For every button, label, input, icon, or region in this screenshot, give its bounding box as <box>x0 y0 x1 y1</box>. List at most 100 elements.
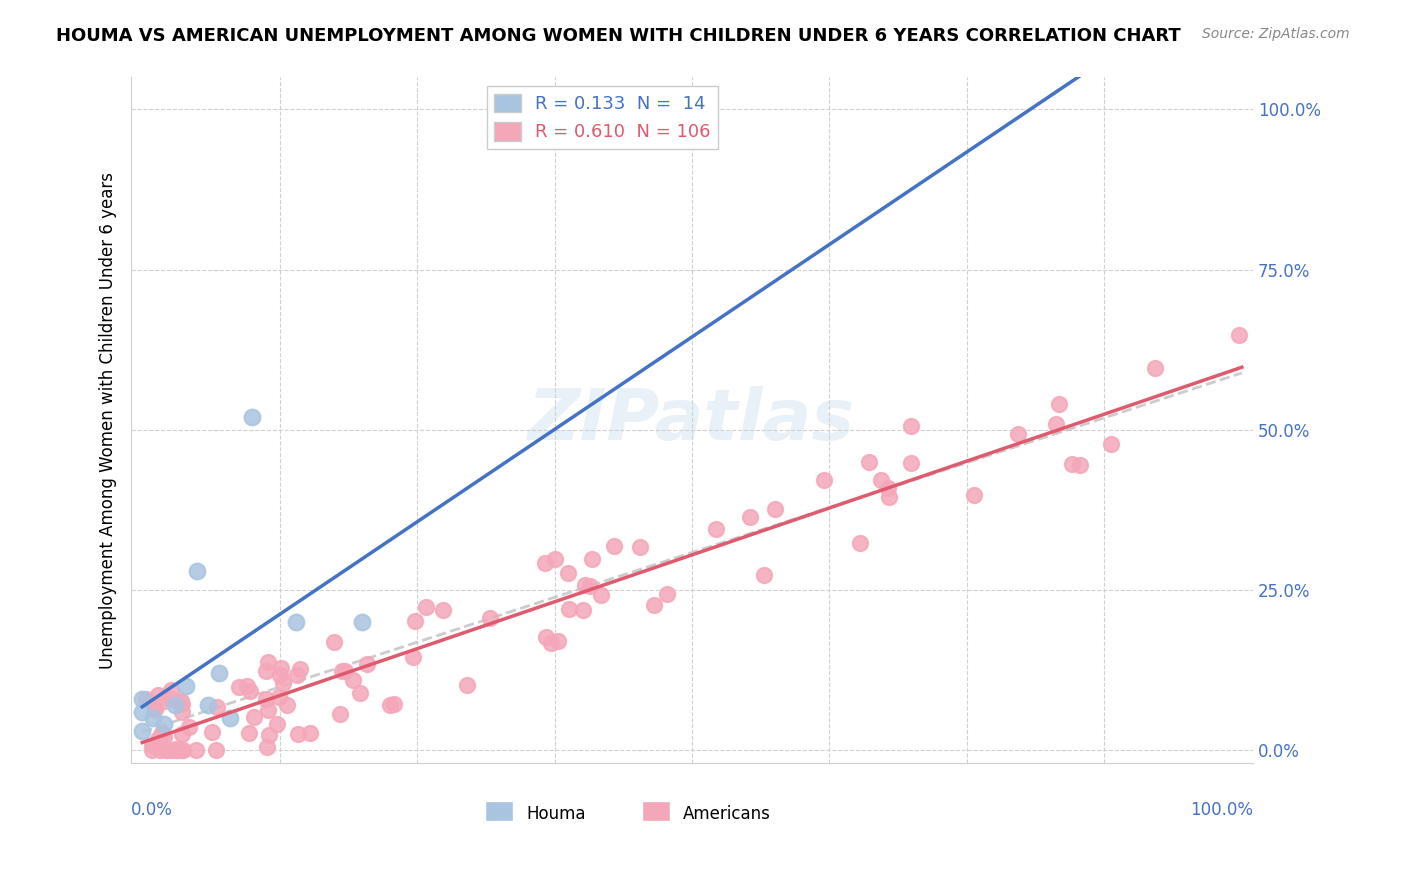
Point <box>169 694 191 708</box>
Point <box>131 691 153 706</box>
Point <box>333 664 356 678</box>
Point <box>704 522 727 536</box>
Text: 0.0%: 0.0% <box>131 801 173 819</box>
Point <box>172 743 194 757</box>
Point <box>581 551 603 566</box>
Point <box>166 743 188 757</box>
Text: 100.0%: 100.0% <box>1189 801 1253 819</box>
FancyBboxPatch shape <box>641 801 669 822</box>
Point <box>169 696 191 710</box>
Point <box>142 711 165 725</box>
Point <box>558 601 581 615</box>
Point <box>876 481 898 495</box>
Point <box>256 740 278 755</box>
Point <box>208 666 231 681</box>
Point <box>254 692 277 706</box>
Point <box>257 703 280 717</box>
Point <box>143 702 166 716</box>
Point <box>330 664 353 678</box>
Point <box>143 701 166 715</box>
Text: Americans: Americans <box>683 805 770 823</box>
Point <box>752 568 775 582</box>
Point <box>574 578 596 592</box>
Point <box>456 678 478 692</box>
Point <box>131 723 153 738</box>
Point <box>162 743 184 757</box>
Point <box>1143 360 1166 375</box>
Point <box>170 743 193 757</box>
Point <box>1099 437 1122 451</box>
Point <box>740 510 762 524</box>
Point <box>572 603 595 617</box>
Point <box>900 456 922 470</box>
Point <box>858 455 880 469</box>
Point <box>276 698 298 712</box>
Point <box>157 743 180 757</box>
Point <box>870 473 893 487</box>
Point <box>170 698 193 712</box>
Text: Source: ZipAtlas.com: Source: ZipAtlas.com <box>1202 27 1350 41</box>
Point <box>205 699 228 714</box>
Point <box>1047 397 1070 411</box>
Point <box>219 711 242 725</box>
Point <box>352 615 374 629</box>
Point <box>298 726 321 740</box>
Point <box>557 566 579 580</box>
Point <box>1227 328 1250 343</box>
Point <box>155 743 177 757</box>
Point <box>174 679 197 693</box>
Point <box>146 732 169 747</box>
Point <box>628 541 651 555</box>
Point <box>153 717 176 731</box>
Point <box>166 743 188 757</box>
Point <box>356 657 378 671</box>
Point <box>228 680 250 694</box>
Point <box>150 728 173 742</box>
Point <box>287 727 309 741</box>
Point <box>155 743 177 757</box>
Point <box>579 578 602 592</box>
Point <box>242 710 264 724</box>
Legend: R = 0.133  N =  14, R = 0.610  N = 106: R = 0.133 N = 14, R = 0.610 N = 106 <box>486 87 718 149</box>
Point <box>285 668 308 682</box>
Point <box>153 730 176 744</box>
Point <box>544 552 567 566</box>
Point <box>963 488 986 502</box>
Point <box>540 636 562 650</box>
Point <box>1069 458 1091 472</box>
Point <box>170 706 193 720</box>
Text: Houma: Houma <box>526 805 585 823</box>
Point <box>149 743 172 757</box>
Point <box>131 705 153 719</box>
Point <box>197 698 219 713</box>
Point <box>900 418 922 433</box>
Point <box>186 564 208 578</box>
Text: HOUMA VS AMERICAN UNEMPLOYMENT AMONG WOMEN WITH CHILDREN UNDER 6 YEARS CORRELATI: HOUMA VS AMERICAN UNEMPLOYMENT AMONG WOM… <box>56 27 1181 45</box>
Point <box>603 539 626 553</box>
FancyBboxPatch shape <box>485 801 513 822</box>
Point <box>267 690 290 704</box>
Point <box>534 556 557 570</box>
Point <box>148 688 170 702</box>
Point <box>141 743 163 757</box>
Point <box>240 409 263 424</box>
Point <box>288 662 311 676</box>
Point <box>342 673 364 687</box>
Point <box>238 726 260 740</box>
Point <box>643 598 665 612</box>
Point <box>269 668 291 682</box>
Point <box>1045 417 1067 431</box>
Point <box>415 600 437 615</box>
Point <box>254 665 277 679</box>
Point <box>186 743 208 757</box>
Point <box>479 611 502 625</box>
Point <box>589 588 612 602</box>
Point <box>135 691 157 706</box>
Point <box>877 490 900 504</box>
Point <box>172 726 194 740</box>
Point <box>382 697 405 711</box>
Point <box>534 630 557 644</box>
Point <box>205 743 228 757</box>
Point <box>153 694 176 708</box>
Point <box>401 650 423 665</box>
